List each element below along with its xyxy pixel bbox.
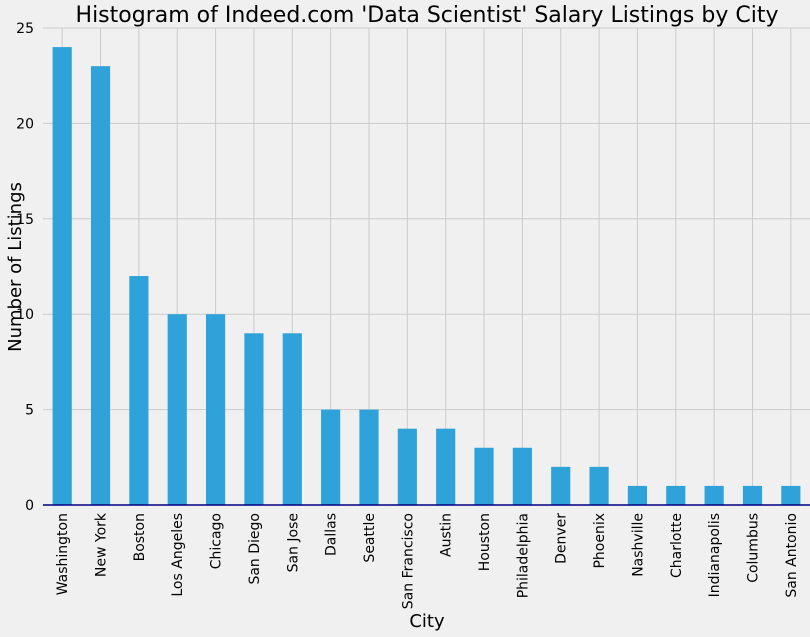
x-tick-label: San Diego — [247, 513, 263, 585]
x-tick-label: New York — [94, 512, 110, 577]
x-tick-label: Austin — [439, 513, 455, 557]
x-tick-labels: Washington New York Boston Los Angeles Chica… — [55, 512, 800, 609]
bar-denver — [551, 466, 571, 505]
grid-lines — [43, 27, 810, 505]
x-tick-label: Denver — [554, 513, 570, 564]
bar-columbus — [742, 485, 763, 505]
bar-nashville — [627, 485, 648, 505]
y-tick-label: 15 — [16, 212, 34, 228]
x-tick-label: Indianapolis — [707, 513, 723, 597]
y-tick-label: 25 — [16, 21, 34, 37]
x-tick-label: Phoenix — [592, 513, 608, 569]
bar-indianapolis — [704, 485, 724, 505]
y-tick-labels: 0 5 10 15 20 25 — [16, 21, 34, 514]
chart-title: Histogram of Indeed.com 'Data Scientist'… — [76, 3, 779, 28]
bar-san-francisco — [397, 428, 417, 505]
bar-boston — [129, 276, 149, 505]
y-tick-label: 5 — [25, 403, 34, 419]
bar-san-diego — [244, 333, 264, 505]
bar-seattle — [359, 409, 379, 505]
x-tick-label: Seattle — [362, 513, 378, 563]
x-tick-label: Houston — [477, 513, 493, 571]
bar-houston — [474, 447, 494, 505]
bar-phoenix — [589, 466, 609, 505]
x-tick-label: Washington — [55, 513, 71, 595]
y-tick-label: 20 — [16, 116, 34, 132]
x-tick-label: Dallas — [324, 513, 340, 556]
x-tick-label: Los Angeles — [170, 513, 186, 597]
bar-dallas — [321, 409, 341, 505]
x-tick-label: San Jose — [285, 513, 301, 572]
y-axis-label: Number of Listings — [5, 182, 26, 352]
bar-austin — [436, 428, 456, 505]
x-tick-label: Columbus — [745, 513, 761, 583]
bar-philadelphia — [512, 447, 532, 505]
bar-washington — [52, 47, 72, 505]
y-tick-label: 0 — [25, 498, 34, 514]
x-axis-label: City — [409, 611, 445, 632]
x-tick-label: Boston — [132, 513, 148, 561]
bar-chicago — [205, 314, 226, 505]
bars — [52, 47, 801, 505]
bar-charlotte — [666, 485, 686, 505]
x-tick-label: Charlotte — [669, 513, 685, 578]
bar-san-jose — [282, 333, 302, 505]
y-tick-label: 10 — [16, 307, 34, 323]
bar-san-antonio — [781, 485, 801, 505]
x-tick-label: San Antonio — [784, 513, 800, 598]
x-tick-label: Nashville — [630, 513, 646, 577]
bar-los-angeles — [167, 314, 187, 505]
x-tick-label: Chicago — [209, 513, 225, 569]
bar-new-york — [90, 66, 111, 505]
x-tick-label: San Francisco — [400, 513, 416, 609]
x-tick-label: Philadelphia — [515, 513, 531, 598]
